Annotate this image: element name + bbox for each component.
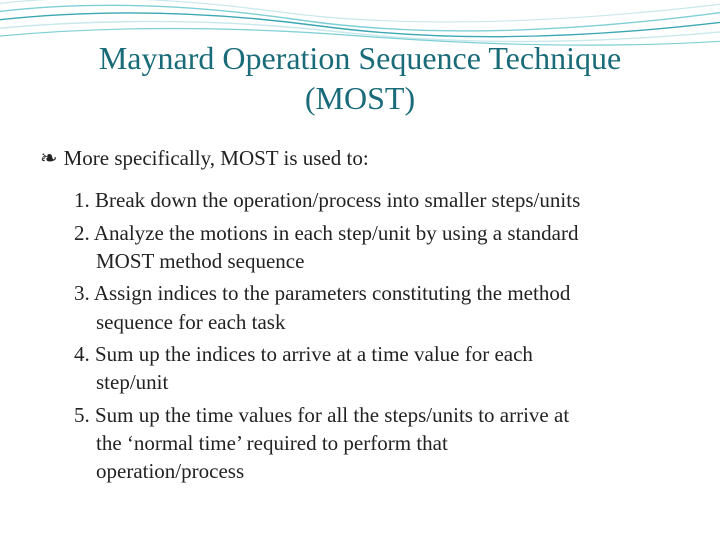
slide-title: Maynard Operation Sequence Technique (MO… bbox=[40, 38, 680, 118]
list-item: 2. Analyze the motions in each step/unit… bbox=[74, 219, 680, 276]
item-text: Assign indices to the parameters constit… bbox=[94, 281, 571, 305]
flourish-bullet-icon: ❧ bbox=[40, 144, 58, 172]
item-number: 3. bbox=[74, 281, 94, 305]
item-number: 4. bbox=[74, 342, 95, 366]
item-text-cont: sequence for each task bbox=[96, 308, 680, 336]
title-line-1: Maynard Operation Sequence Technique bbox=[99, 40, 621, 76]
item-text-cont: MOST method sequence bbox=[96, 247, 680, 275]
item-number: 2. bbox=[74, 221, 94, 245]
item-text: Sum up the time values for all the steps… bbox=[95, 403, 569, 427]
numbered-list: 1. Break down the operation/process into… bbox=[74, 186, 680, 485]
list-item: 4. Sum up the indices to arrive at a tim… bbox=[74, 340, 680, 397]
title-line-2: (MOST) bbox=[305, 80, 415, 116]
item-text-cont: the ‘normal time’ required to perform th… bbox=[96, 429, 680, 457]
item-number: 1. bbox=[74, 188, 95, 212]
item-text: Break down the operation/process into sm… bbox=[95, 188, 580, 212]
slide-body: Maynard Operation Sequence Technique (MO… bbox=[0, 0, 720, 510]
lead-text: More specifically, MOST is used to: bbox=[64, 146, 369, 170]
item-number: 5. bbox=[74, 403, 95, 427]
item-text: Sum up the indices to arrive at a time v… bbox=[95, 342, 533, 366]
list-item: 3. Assign indices to the parameters cons… bbox=[74, 279, 680, 336]
item-text-cont: step/unit bbox=[96, 368, 680, 396]
item-text: Analyze the motions in each step/unit by… bbox=[94, 221, 579, 245]
list-item: 1. Break down the operation/process into… bbox=[74, 186, 680, 214]
lead-line: ❧More specifically, MOST is used to: bbox=[40, 144, 680, 172]
list-item: 5. Sum up the time values for all the st… bbox=[74, 401, 680, 486]
item-text-cont: operation/process bbox=[96, 457, 680, 485]
